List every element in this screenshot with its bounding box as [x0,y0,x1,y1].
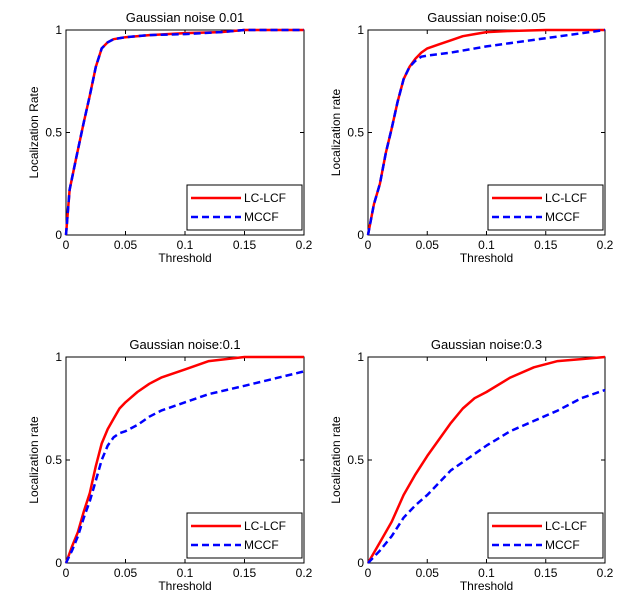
x-axis-label: Threshold [158,251,211,265]
x-tick-label: 0.2 [296,566,313,580]
legend-box [186,184,303,231]
y-tick-label: 1 [55,350,62,364]
x-axis-label: Threshold [158,579,211,593]
series-line-mccf [64,28,304,236]
x-tick-label: 0.2 [597,566,614,580]
y-axis-label: Localization rate [329,416,343,504]
legend-label: LC-LCF [545,519,587,533]
legend: LC-LCF MCCF [487,512,604,559]
y-tick-label: 1 [55,23,62,37]
x-tick-label: 0.05 [114,566,138,580]
x-tick-label: 0 [63,566,70,580]
chart-title: Gaussian noise:0.05 [427,10,546,25]
x-tick-label: 0.05 [416,238,440,252]
x-tick-label: 0 [365,566,372,580]
y-tick-label: 0.5 [45,453,62,467]
series-line-mccf [64,370,305,564]
x-tick-label: 0.2 [296,238,313,252]
y-tick-label: 0 [55,556,62,570]
x-tick-label: 0.1 [478,238,495,252]
legend: LC-LCF MCCF [487,184,604,231]
y-tick-label: 0 [55,228,62,242]
chart-panel-noise-0.1: 0 0.05 0.1 0.15 0.2 0 0.5 1 Gaussian noise:0.1 Th… [27,337,313,593]
series-line-lc-lcf [366,355,606,564]
legend: LC-LCF MCCF [186,184,303,231]
y-tick-label: 0.5 [347,126,364,140]
x-tick-label: 0.1 [478,566,495,580]
legend-label: LC-LCF [545,191,587,205]
legend-box [487,184,604,231]
x-tick-label: 0.2 [597,238,614,252]
chart-panel-noise-0.3: 0 0.05 0.1 0.15 0.2 0 0.5 1 Gaussian noise:0.3 Th… [329,337,614,593]
chart-title: Gaussian noise:0.1 [129,337,240,352]
y-axis-label: Localization rate [27,416,41,504]
x-tick-label: 0 [365,238,372,252]
chart-title: Gaussian noise:0.3 [431,337,542,352]
y-tick-label: 0.5 [45,126,62,140]
x-tick-label: 0.05 [416,566,440,580]
y-axis-label: Localization Rate [27,86,41,178]
legend-label: MCCF [244,210,279,224]
legend-label: LC-LCF [244,519,286,533]
series-line-lc-lcf [64,355,304,564]
y-tick-label: 0 [357,556,364,570]
x-tick-label: 0.1 [177,566,194,580]
y-axis-label: Localization rate [329,88,343,176]
legend-label: MCCF [244,538,279,552]
y-tick-label: 0 [357,228,364,242]
series-line-mccf [367,388,606,564]
x-tick-label: 0 [63,238,70,252]
chart-title: Gaussian noise 0.01 [126,10,245,25]
legend-box [487,512,604,559]
x-tick-label: 0.15 [534,238,558,252]
legend: LC-LCF MCCF [186,512,303,559]
y-tick-label: 1 [357,350,364,364]
series-line-mccf [366,28,606,236]
x-tick-label: 0.05 [114,238,138,252]
chart-panel-noise-0.01: 0 0.05 0.1 0.15 0.2 0 0.5 1 Gaussian noise 0.01 T… [27,10,313,265]
x-axis-label: Threshold [460,579,513,593]
chart-panel-noise-0.05: 0 0.05 0.1 0.15 0.2 0 0.5 1 Gaussian noise:0.05 T… [329,10,614,265]
x-axis-label: Threshold [460,251,513,265]
legend-label: MCCF [545,210,580,224]
x-tick-label: 0.15 [233,238,257,252]
y-tick-label: 0.5 [347,453,364,467]
legend-label: LC-LCF [244,191,286,205]
x-tick-label: 0.1 [177,238,194,252]
x-tick-label: 0.15 [534,566,558,580]
legend-label: MCCF [545,538,580,552]
legend-box [186,512,303,559]
y-tick-label: 1 [357,23,364,37]
x-tick-label: 0.15 [233,566,257,580]
